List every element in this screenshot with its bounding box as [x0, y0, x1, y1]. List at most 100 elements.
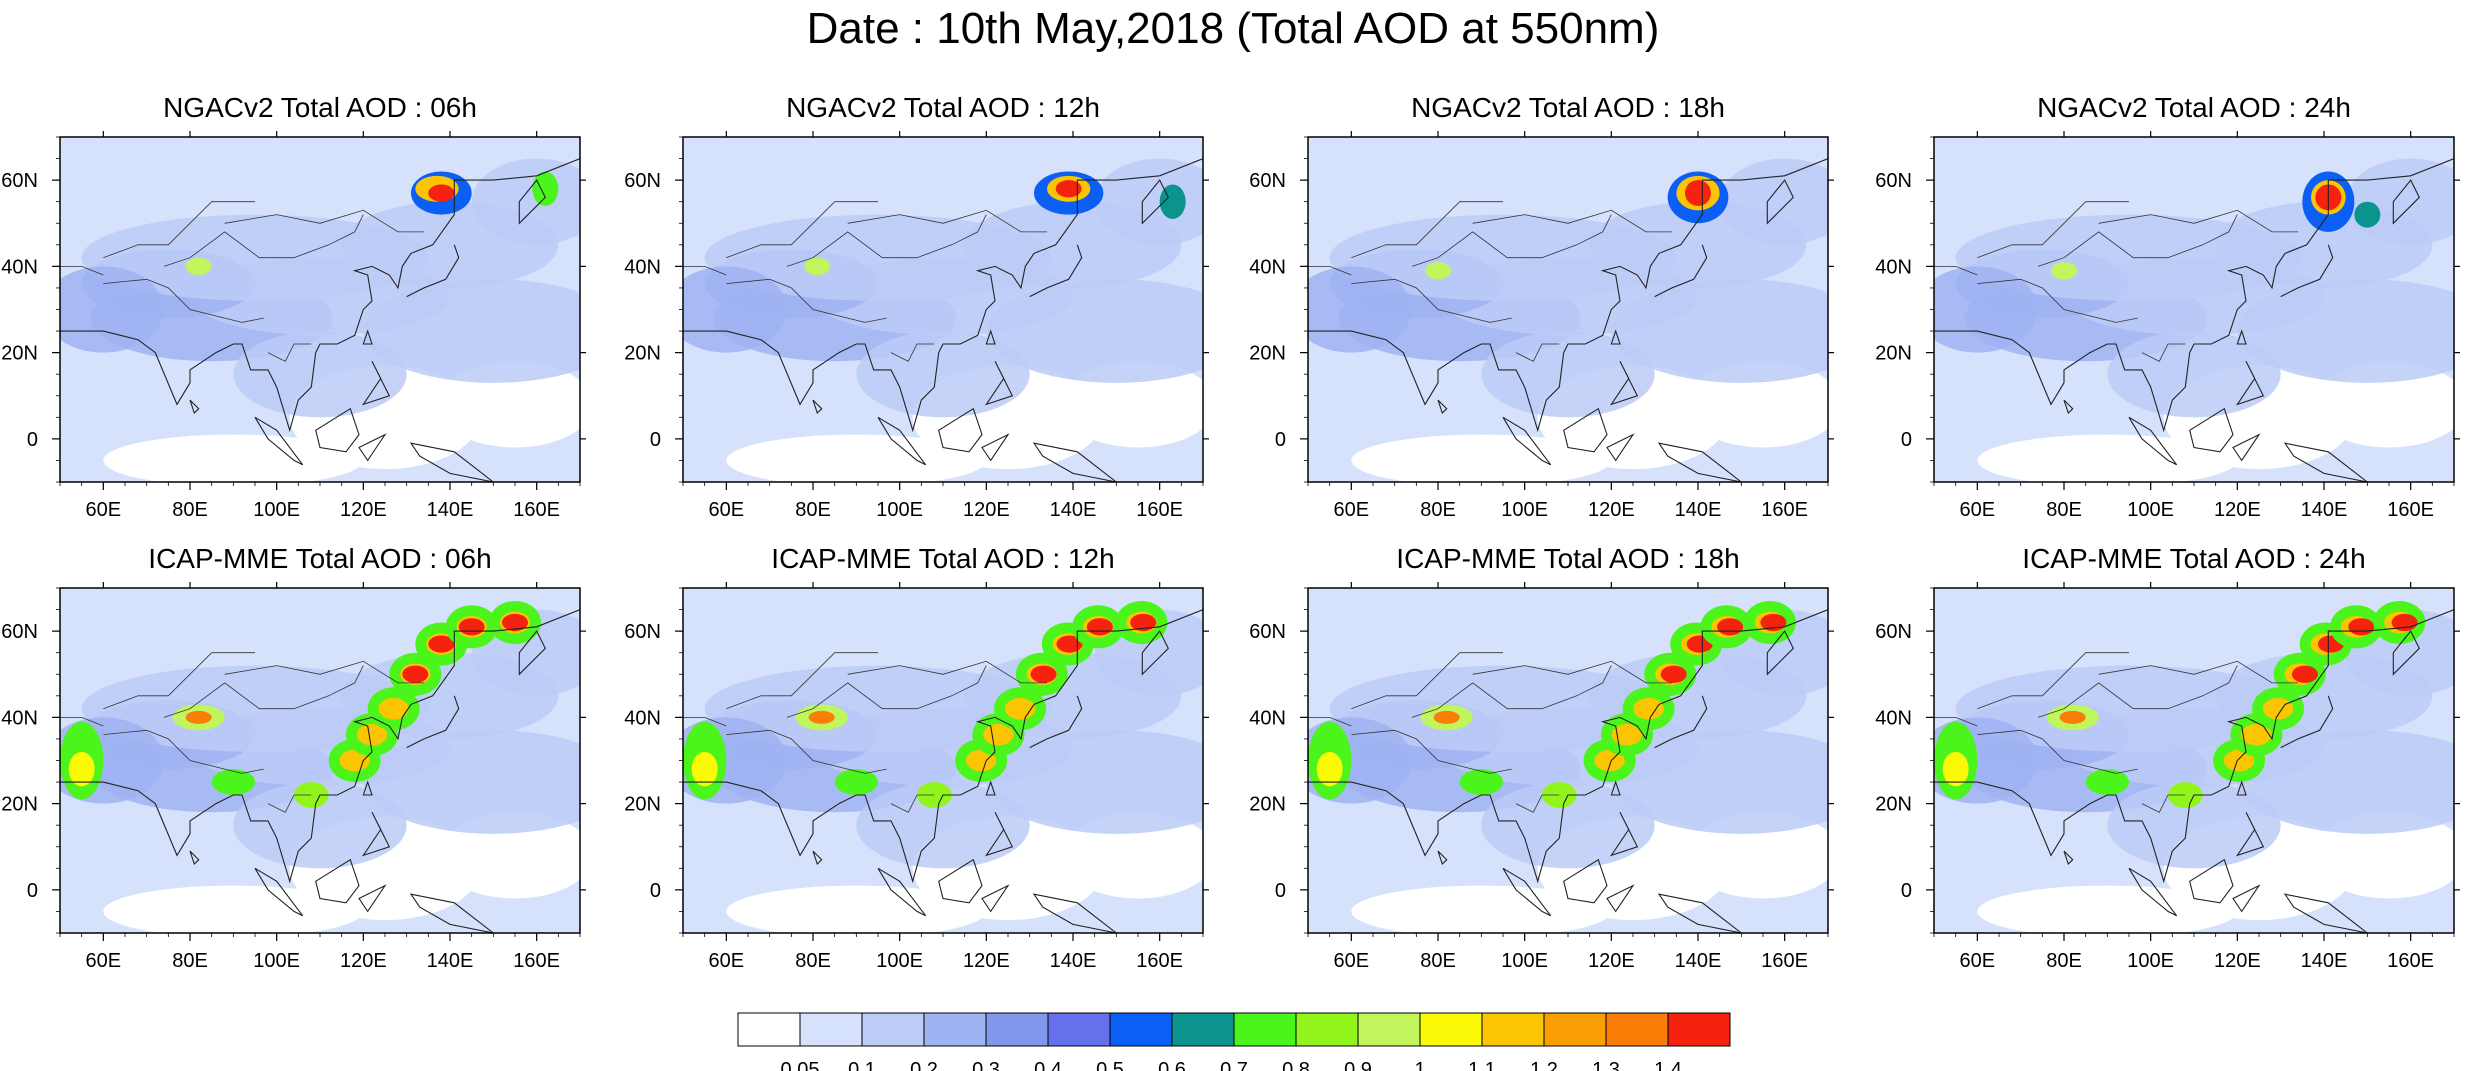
aod-plume — [532, 171, 559, 206]
x-tick-label: 80E — [795, 950, 831, 972]
x-tick-label: 60E — [1960, 950, 1996, 972]
aod-plume — [356, 723, 388, 746]
country-border — [683, 717, 727, 727]
colorbar-swatch — [1047, 1012, 1111, 1047]
country-border — [1308, 717, 1352, 727]
coastline — [362, 780, 373, 796]
panel-title: ICAP-MME Total AOD : 24h — [2022, 543, 2366, 574]
x-tick-label: 140E — [1050, 499, 1097, 521]
aod-region — [856, 331, 1030, 418]
country-border — [1934, 717, 1978, 727]
coastline — [1502, 867, 1552, 917]
colorbar-label: 0.7 — [1220, 1059, 1248, 1071]
y-tick-label: 20N — [1249, 794, 1286, 816]
y-tick-label: 40N — [1, 256, 38, 278]
aod-plume — [917, 782, 952, 808]
y-tick-label: 60N — [1249, 170, 1286, 192]
x-tick-label: 100E — [253, 499, 300, 521]
colorbar-swatch — [737, 1012, 801, 1047]
coastline — [683, 609, 1203, 884]
aod-region — [1955, 665, 2303, 752]
coastline — [1766, 179, 1794, 225]
country-border — [267, 794, 312, 813]
x-tick-label: 120E — [1588, 499, 1635, 521]
x-tick-label: 140E — [427, 499, 474, 521]
clear-region — [1351, 885, 1612, 933]
aod-region — [1611, 730, 1828, 834]
aod-plume — [2241, 723, 2272, 746]
aod-region — [81, 214, 429, 301]
y-tick-label: 60N — [624, 621, 661, 643]
y-tick-label: 60N — [1249, 621, 1286, 643]
coastline — [1766, 630, 1794, 676]
coastline — [1032, 893, 1117, 933]
x-tick-label: 100E — [2127, 499, 2174, 521]
x-tick-label: 60E — [1334, 950, 1370, 972]
aod-plume — [1433, 710, 1460, 724]
colorbar-swatch — [1605, 1012, 1669, 1047]
x-tick-label: 160E — [1136, 499, 1183, 521]
x-tick-label: 80E — [1420, 950, 1456, 972]
colorbar-swatch — [1543, 1012, 1607, 1047]
x-tick-label: 60E — [709, 950, 745, 972]
aod-region — [1481, 331, 1655, 418]
aod-region — [704, 214, 1052, 301]
clear-region — [726, 885, 987, 933]
coastline — [518, 630, 546, 676]
panel-title: ICAP-MME Total AOD : 12h — [771, 543, 1115, 574]
coastline — [2392, 179, 2420, 225]
colorbar-swatch — [1171, 1012, 1235, 1047]
x-tick-label: 120E — [1588, 950, 1635, 972]
country-border — [890, 794, 935, 813]
colorbar-label: 0.5 — [1096, 1059, 1124, 1071]
aod-region — [363, 279, 580, 383]
aod-plume — [1611, 723, 1643, 746]
coastline — [683, 158, 1203, 433]
coastline — [1437, 399, 1448, 415]
aod-region — [1329, 665, 1677, 752]
colorbar-label: 1.2 — [1530, 1059, 1558, 1071]
coastline — [1141, 630, 1169, 676]
coastline — [1654, 695, 1708, 749]
country-border — [1411, 214, 1612, 267]
aod-region — [1955, 214, 2303, 301]
coastline — [877, 416, 927, 466]
x-tick-label: 60E — [709, 499, 745, 521]
y-tick-label: 40N — [1875, 256, 1912, 278]
x-tick-label: 140E — [427, 950, 474, 972]
coastline — [981, 884, 1010, 913]
x-tick-label: 120E — [2214, 499, 2261, 521]
clear-region — [1351, 434, 1612, 482]
coastline — [2063, 399, 2074, 415]
country-border — [1977, 201, 2129, 259]
aod-plume — [691, 751, 718, 787]
aod-map: 60E 80E 100E 120E 140E 160E 60N 40N 20N 0 — [1249, 582, 1834, 972]
aod-map: 60E 80E 100E 120E 140E 160E 60N 40N 20N 0 — [624, 131, 1209, 521]
coastline — [2189, 858, 2234, 904]
country-border — [2141, 794, 2186, 813]
aod-plume — [185, 257, 212, 275]
coastline — [2392, 630, 2420, 676]
aod-region — [2107, 331, 2281, 418]
aod-plume — [1633, 697, 1664, 720]
x-tick-label: 60E — [1960, 499, 1996, 521]
country-border — [1977, 278, 2138, 323]
aod-region — [233, 331, 407, 418]
aod-plume — [428, 635, 455, 653]
aod-region — [986, 279, 1203, 383]
aod-region — [2237, 730, 2454, 834]
clear-region — [726, 434, 987, 482]
y-tick-label: 20N — [1, 794, 38, 816]
aod-plume — [1316, 751, 1343, 787]
y-tick-label: 0 — [650, 429, 661, 451]
colorbar-swatch — [1233, 1012, 1297, 1047]
coastline — [1437, 850, 1448, 866]
x-tick-label: 100E — [253, 950, 300, 972]
country-border — [163, 665, 364, 718]
aod-region — [704, 665, 1052, 752]
clear-region — [437, 812, 580, 899]
x-tick-label: 160E — [513, 950, 560, 972]
aod-plume — [1542, 782, 1577, 808]
x-tick-label: 100E — [876, 950, 923, 972]
aod-region — [1719, 158, 1828, 245]
